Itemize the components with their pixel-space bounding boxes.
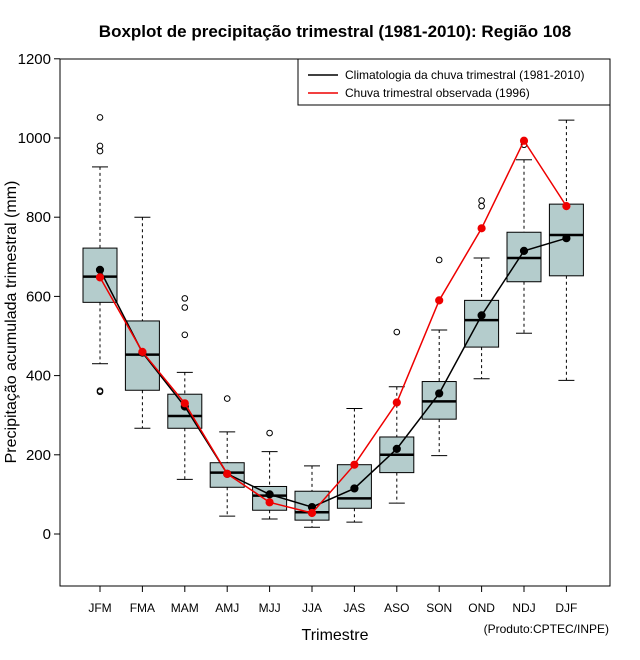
observed-point	[562, 202, 571, 211]
iqr-box	[464, 299, 500, 348]
observed-point	[138, 347, 147, 356]
climatology-point	[392, 444, 401, 453]
climatology-point	[95, 265, 105, 274]
legend-climatology-label: Climatologia da chuva trimestral (1981-2…	[345, 68, 584, 82]
climatology-point	[435, 389, 444, 398]
series-lines	[95, 136, 571, 518]
climatology-line	[99, 237, 567, 508]
observed-point	[435, 296, 444, 305]
box-jja	[294, 465, 330, 528]
y-axis: 0 200 400 600 800 1000 1200	[18, 51, 60, 543]
observed-point	[180, 399, 189, 408]
x-tick-label: ASO	[384, 601, 409, 615]
y-tick-label: 0	[43, 526, 51, 543]
box-jfm	[82, 114, 118, 396]
x-tick-label: DJF	[555, 601, 577, 615]
y-tick-label: 1200	[18, 51, 51, 68]
y-axis-label: Precipitação acumulada trimestral (mm)	[3, 181, 20, 464]
outlier-point	[96, 388, 104, 396]
observed-point	[223, 469, 232, 478]
observed-point	[350, 460, 359, 469]
x-tick-label: NDJ	[512, 601, 535, 615]
legend: Climatologia da chuva trimestral (1981-2…	[297, 58, 611, 106]
climatology-point	[350, 484, 359, 493]
x-tick-label: SON	[426, 601, 452, 615]
x-axis: JFM FMA MAM AMJ MJJ JJA JAS ASO SON OND NDJ DJF	[88, 586, 577, 615]
outlier-point	[478, 202, 485, 210]
y-tick-label: 600	[26, 288, 51, 305]
box-amj	[209, 395, 245, 517]
x-tick-label: JFM	[88, 601, 111, 615]
climatology-point	[519, 246, 529, 255]
x-tick-label: AMJ	[215, 601, 239, 615]
legend-observed-label: Chuva trimestral observada (1996)	[345, 86, 530, 100]
x-tick-label: MJJ	[259, 601, 281, 615]
observed-point	[265, 498, 274, 507]
legend-box	[297, 58, 611, 106]
outlier-point	[266, 429, 273, 437]
outlier-point	[478, 197, 485, 204]
outlier-point	[393, 328, 401, 336]
observed-point	[95, 273, 105, 282]
climatology-point	[265, 490, 274, 499]
observed-point	[392, 398, 401, 407]
x-tick-label: MAM	[171, 601, 199, 615]
product-credit: (Produto:CPTEC/INPE)	[484, 622, 609, 636]
box-fma	[124, 216, 160, 429]
box-aso	[379, 328, 415, 504]
x-axis-label: Trimestre	[302, 627, 369, 644]
outlier-point	[181, 304, 189, 311]
box-mam	[167, 295, 203, 480]
box-ndj	[506, 141, 542, 334]
observed-line	[99, 139, 568, 514]
outlier-point	[181, 295, 189, 302]
box-djf	[548, 119, 584, 381]
chart-title: Boxplot de precipitação trimestral (1981…	[99, 22, 571, 41]
outlier-point	[435, 256, 443, 264]
y-tick-label: 1000	[18, 130, 51, 147]
outlier-point	[181, 331, 189, 339]
outlier-point	[96, 147, 104, 155]
observed-point	[519, 136, 529, 145]
x-tick-label: JJA	[302, 601, 322, 615]
y-tick-label: 800	[26, 209, 51, 226]
y-tick-label: 200	[26, 447, 51, 464]
x-tick-label: FMA	[130, 601, 155, 615]
climatology-point	[477, 311, 486, 320]
x-tick-label: JAS	[343, 601, 365, 615]
boxplot-boxes	[82, 114, 584, 528]
box-ond	[464, 197, 500, 380]
observed-point	[477, 224, 486, 233]
outlier-point	[96, 114, 104, 121]
observed-point	[307, 508, 317, 518]
y-tick-label: 400	[26, 368, 51, 385]
climatology-point	[562, 234, 571, 243]
iqr-box	[209, 462, 245, 488]
outlier-point	[223, 395, 231, 402]
x-tick-label: OND	[468, 601, 495, 615]
box-son	[421, 256, 457, 457]
